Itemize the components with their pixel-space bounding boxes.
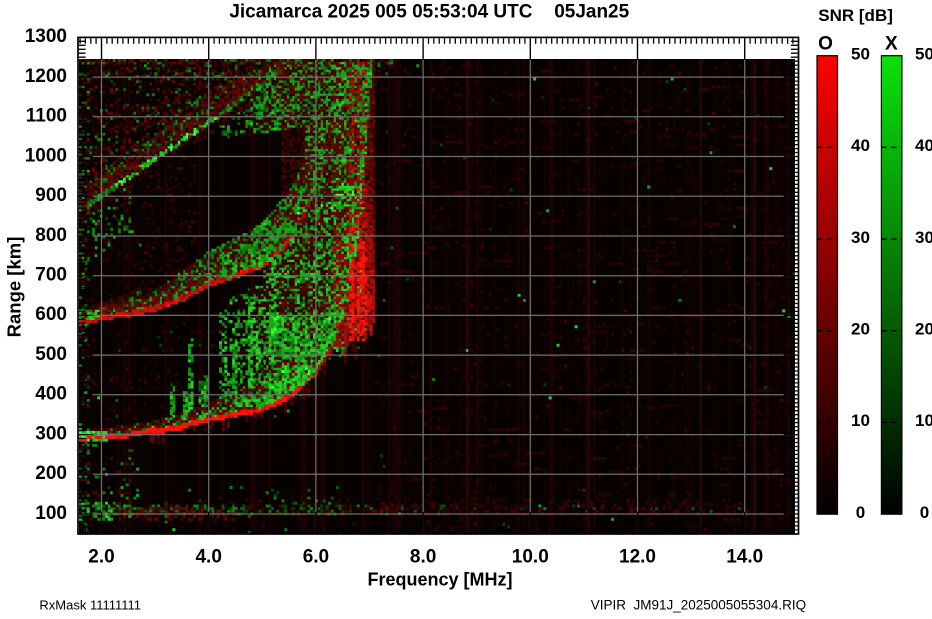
svg-text:20: 20 <box>915 320 932 339</box>
svg-text:500: 500 <box>35 344 67 365</box>
svg-text:RxMask 11111111: RxMask 11111111 <box>39 598 141 613</box>
svg-text:800: 800 <box>35 225 67 246</box>
svg-text:900: 900 <box>35 185 67 206</box>
svg-text:SNR [dB]: SNR [dB] <box>818 6 893 25</box>
svg-text:30: 30 <box>915 228 932 247</box>
svg-text:VIPIR JM91J_2025005055304.RIQ: VIPIR JM91J_2025005055304.RIQ <box>591 598 806 613</box>
svg-text:6.0: 6.0 <box>303 547 329 568</box>
svg-text:10: 10 <box>851 411 870 430</box>
svg-text:1000: 1000 <box>25 145 67 166</box>
svg-text:100: 100 <box>35 503 67 524</box>
svg-text:40: 40 <box>915 136 932 155</box>
svg-text:1200: 1200 <box>25 66 67 87</box>
svg-text:05Jan25: 05Jan25 <box>554 2 629 23</box>
svg-text:300: 300 <box>35 423 67 444</box>
svg-text:400: 400 <box>35 384 67 405</box>
svg-text:Jicamarca 2025 005 05:53:04 UT: Jicamarca 2025 005 05:53:04 UTC <box>229 2 532 23</box>
svg-text:600: 600 <box>35 304 67 325</box>
svg-text:X: X <box>885 34 898 55</box>
svg-text:O: O <box>818 34 833 55</box>
svg-text:20: 20 <box>851 320 870 339</box>
svg-text:10.0: 10.0 <box>512 547 549 568</box>
svg-text:Frequency [MHz]: Frequency [MHz] <box>367 570 512 590</box>
svg-text:40: 40 <box>851 136 870 155</box>
svg-text:12.0: 12.0 <box>619 547 656 568</box>
svg-text:1100: 1100 <box>26 106 67 127</box>
svg-text:4.0: 4.0 <box>195 547 221 568</box>
svg-text:50: 50 <box>915 44 932 63</box>
svg-text:10: 10 <box>915 411 932 430</box>
svg-text:Range [km]: Range [km] <box>4 237 25 338</box>
svg-text:0: 0 <box>856 503 865 522</box>
svg-text:8.0: 8.0 <box>410 547 436 568</box>
svg-text:14.0: 14.0 <box>726 547 763 568</box>
svg-text:0: 0 <box>920 503 929 522</box>
svg-text:700: 700 <box>35 265 67 286</box>
svg-text:30: 30 <box>851 228 870 247</box>
svg-text:2.0: 2.0 <box>88 547 114 568</box>
svg-text:1300: 1300 <box>25 26 67 47</box>
svg-text:200: 200 <box>35 463 67 484</box>
svg-text:50: 50 <box>851 44 870 63</box>
